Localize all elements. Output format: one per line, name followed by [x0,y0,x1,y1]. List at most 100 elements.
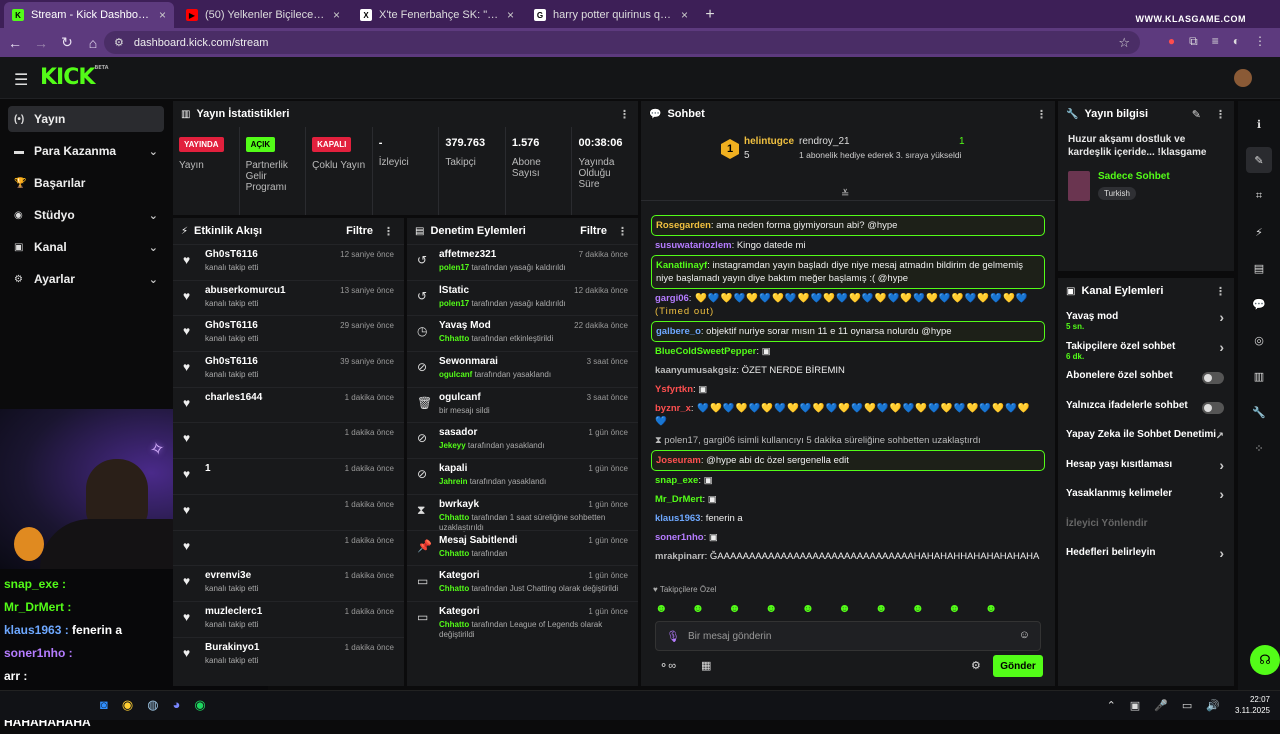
emote-icon[interactable]: ☻ [874,601,888,615]
address-bar[interactable]: ⚙ dashboard.kick.com/stream ☆ [104,31,1140,54]
toggle-switch[interactable] [1202,401,1224,414]
focus-icon[interactable]: ⌗ [1255,189,1263,202]
sidebar-item-4[interactable]: ◉ Stüdyo ⌄ [8,202,164,228]
chat-username[interactable]: byznr_x [655,403,691,414]
chevron-down-icon[interactable]: ⌄ [148,145,158,158]
new-tab-button[interactable]: + [705,6,715,23]
chevron-right-icon[interactable]: › [1219,338,1224,355]
activity-row[interactable]: ♥ charles1644 1 dakika önce [173,386,404,423]
mod-actor[interactable]: ogulcanf [439,370,473,380]
store-icon[interactable]: ▦ [701,660,712,672]
tray-arrow-icon[interactable]: ⌃ [1106,700,1116,712]
network-icon[interactable]: ▭ [1181,700,1193,712]
chevron-down-icon[interactable]: ⌄ [148,209,158,222]
layout-icon[interactable]: ▥ [1253,370,1265,383]
activity-row[interactable]: ♥ abuserkomurcu1 13 saniye önce kanalı taki… [173,279,404,316]
emote-icon[interactable]: ☻ [691,601,705,615]
activity-row[interactable]: ♥ 1 1 dakika önce [173,458,404,494]
second-user[interactable]: rendroy_21 [799,136,850,147]
chat-username[interactable]: Mr_DrMert [655,494,703,505]
stats-menu-icon[interactable]: ⋮ [619,108,630,121]
mod-row[interactable]: ⧗ bwrkayk 1 gün önce Chhatto tarafından 1 s… [407,493,638,532]
emote-icon[interactable]: ☻ [838,601,851,615]
edit-icon[interactable]: ✎ [1191,108,1201,121]
kick-logo[interactable]: KICKBETA [40,65,109,90]
tab-close-icon[interactable]: × [158,8,166,22]
mod-row[interactable]: ◷ Yavaş Mod 22 dakika önce Chhatto tarafınd… [407,315,638,351]
mod-actor[interactable]: Jekeyy [439,441,466,451]
tray-app-icon[interactable]: ▣ [1129,700,1141,712]
extensions-puzzle-icon[interactable]: ⧉ [1189,34,1198,48]
home-icon[interactable]: ⌂ [88,34,98,51]
category-name[interactable]: Sadece Sohbet [1098,171,1170,182]
activity-row[interactable]: ♥ 1 dakika önce [173,422,404,458]
sidebar-item-6[interactable]: ⚙ Ayarlar ⌄ [8,266,164,292]
steam-icon[interactable]: ◍ [147,697,159,712]
page-icon[interactable]: ▤ [1253,262,1265,275]
emote-icon[interactable]: ☻ [764,601,778,615]
channel-action[interactable]: Hedefleri belirleyin › [1058,540,1234,570]
media-icon[interactable]: ≡ [1211,34,1219,48]
chat-menu-icon[interactable]: ⋮ [1036,108,1047,121]
user-avatar[interactable] [1234,69,1252,87]
chat-username[interactable]: Joseuram [656,455,701,466]
channel-action[interactable]: Abonelere özel sohbet [1058,363,1234,393]
activity-filter-button[interactable]: Filtre [346,225,373,237]
activity-row[interactable]: ♥ 1 dakika önce [173,493,404,530]
clock[interactable]: 22:07 3.11.2025 [1235,695,1270,715]
channel-action[interactable]: Hesap yaşı kısıtlaması › [1058,452,1234,482]
chat-username[interactable]: mrakpinarr [655,551,705,562]
activity-row[interactable]: ♥ evrenvi3e 1 dakika önce kanalı takip etti [173,565,404,601]
reload-icon[interactable]: ↻ [61,34,73,50]
chat-username[interactable]: Ysfyrtkn [655,384,694,395]
chrome-icon[interactable]: ◉ [121,697,134,712]
mod-actor[interactable]: Jahrein [439,477,468,487]
mod-actor[interactable]: Chhatto [439,584,470,594]
chat-input[interactable]: 🎙 Bir mesaj gönderin ☺ [655,621,1041,651]
mod-row[interactable]: ▭ Kategori 1 gün önce Chhatto tarafından Le… [407,600,638,639]
menu-dots-icon[interactable]: ⋮ [1254,34,1266,48]
help-headset-icon[interactable]: ☊ [1250,645,1280,675]
apps-icon[interactable]: ⁘ [1254,442,1264,455]
chat-settings-icon[interactable]: ⚙ [971,660,981,672]
chat-username[interactable]: snap_exe [655,475,699,486]
chevron-right-icon[interactable]: › [1219,309,1224,325]
info-menu-icon[interactable]: ⋮ [1215,108,1226,121]
pencil-icon[interactable]: ✎ [1246,147,1272,173]
external-link-icon[interactable]: ↗ [1215,431,1224,442]
outlook-icon[interactable]: ◙ [100,697,108,712]
mod-actor[interactable]: Chhatto [439,512,470,522]
sidebar-item-2[interactable]: ▬ Para Kazanma ⌄ [8,138,164,164]
chat-username[interactable]: BlueColdSweetPepper [655,346,757,357]
bookmark-star-icon[interactable]: ☆ [1118,34,1130,50]
browser-tab[interactable]: ▶ (50) Yelkenler Biçilecek (Psytrance × [178,2,348,28]
channel-action[interactable]: Yavaş mod 5 sn. › [1058,304,1234,334]
activity-row[interactable]: ♥ Burakinyo1 1 dakika önce kanalı takip ett… [173,636,404,673]
activity-row[interactable]: ♥ Gh0sT6116 29 saniye önce kanalı takip ett… [173,315,404,351]
mod-row[interactable]: ↺ lStatic 12 dakika önce polen17 tarafından… [407,279,638,316]
extension-icon[interactable]: ● [1167,34,1176,48]
emote-icon[interactable]: ☻ [911,601,925,615]
volume-icon[interactable]: 🔊 [1206,700,1220,712]
emote-icon[interactable]: ☻ [655,601,668,615]
channel-actions-menu-icon[interactable]: ⋮ [1215,285,1226,298]
emote-icon[interactable]: ☻ [984,601,998,615]
channel-action[interactable]: Takipçilere özel sohbet 6 dk. › [1058,334,1234,364]
chat-username[interactable]: kaanyumusakgsiz [655,365,737,376]
tool-icon[interactable]: 🔧 [1252,406,1266,419]
microphone-tray-icon[interactable]: 🎤 [1154,700,1168,712]
chat-username[interactable]: klaus1963 [655,513,701,524]
lightning-icon[interactable]: ⚡ [1255,226,1263,239]
mod-row[interactable]: 🗑 ogulcanf 3 saat önce bir mesajı sildi [407,386,638,423]
mod-row[interactable]: ↺ affetmez321 7 dakika önce polen17 tarafın… [407,244,638,280]
discord-icon[interactable]: ◕ [172,697,181,712]
browser-tab[interactable]: K Stream - Kick Dashboard × [4,2,174,28]
chevron-right-icon[interactable]: › [1219,486,1224,502]
chat-username[interactable]: galbere_o [656,326,701,337]
chevron-down-icon[interactable]: ⌄ [148,273,158,286]
chat-username[interactable]: soner1nho [655,532,704,543]
mod-actor[interactable]: Chhatto [439,619,470,629]
emote-icon[interactable]: ☻ [728,601,741,615]
collapse-icon[interactable]: ≚ [841,189,850,200]
